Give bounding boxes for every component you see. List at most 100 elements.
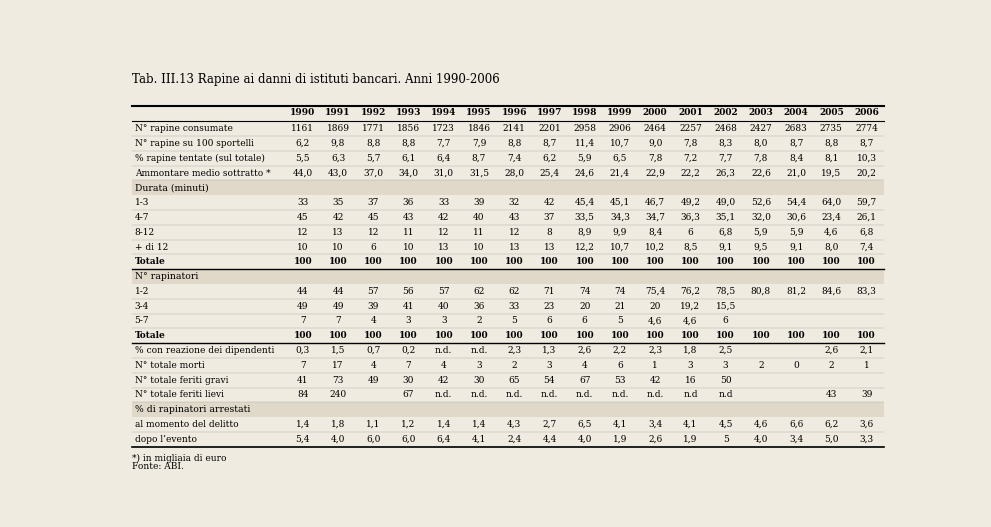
Text: 2,7: 2,7 (542, 420, 557, 429)
Text: 10,2: 10,2 (645, 242, 665, 251)
Text: 8,5: 8,5 (683, 242, 698, 251)
Text: n.d.: n.d. (646, 391, 664, 399)
Text: 2: 2 (828, 361, 834, 370)
Text: 43: 43 (508, 213, 520, 222)
Text: 33: 33 (508, 301, 520, 311)
Text: 5,9: 5,9 (753, 228, 768, 237)
Bar (132, 402, 884, 417)
Text: 42: 42 (438, 213, 450, 222)
Text: 37: 37 (544, 213, 555, 222)
Text: 1,4: 1,4 (472, 420, 487, 429)
Text: 1994: 1994 (431, 108, 457, 118)
Text: al momento del delitto: al momento del delitto (135, 420, 238, 429)
Text: % rapine tentate (sul totale): % rapine tentate (sul totale) (135, 154, 265, 163)
Text: 19,5: 19,5 (822, 169, 841, 178)
Text: 11,4: 11,4 (575, 139, 595, 148)
Text: % di rapinatori arrestati: % di rapinatori arrestati (135, 405, 250, 414)
Text: 37: 37 (368, 198, 379, 207)
Text: 42: 42 (438, 376, 450, 385)
Text: 100: 100 (716, 257, 735, 266)
Text: 31,5: 31,5 (469, 169, 489, 178)
Text: 6,2: 6,2 (295, 139, 310, 148)
Text: 1723: 1723 (432, 124, 455, 133)
Text: 21,0: 21,0 (786, 169, 806, 178)
Text: 7,7: 7,7 (718, 154, 732, 163)
Text: 100: 100 (540, 257, 559, 266)
Text: 4,5: 4,5 (718, 420, 733, 429)
Text: 42: 42 (649, 376, 661, 385)
Text: 22,9: 22,9 (645, 169, 665, 178)
Text: 1,4: 1,4 (295, 420, 310, 429)
Text: 28,0: 28,0 (504, 169, 524, 178)
Text: 12,2: 12,2 (575, 242, 595, 251)
Text: 1997: 1997 (537, 108, 562, 118)
Text: 6: 6 (371, 242, 377, 251)
Text: 9,8: 9,8 (331, 139, 345, 148)
Text: 20: 20 (649, 301, 661, 311)
Text: dopo l’evento: dopo l’evento (135, 435, 196, 444)
Text: 2003: 2003 (748, 108, 773, 118)
Text: n.d.: n.d. (611, 391, 628, 399)
Text: 40: 40 (474, 213, 485, 222)
Text: 2,6: 2,6 (578, 346, 592, 355)
Text: Totale: Totale (135, 257, 165, 266)
Text: 2001: 2001 (678, 108, 703, 118)
Text: 11: 11 (402, 228, 414, 237)
Text: 6,8: 6,8 (859, 228, 874, 237)
Text: N° totale feriti lievi: N° totale feriti lievi (135, 391, 224, 399)
Text: 37,0: 37,0 (364, 169, 384, 178)
Text: 1998: 1998 (572, 108, 598, 118)
Text: N° totale morti: N° totale morti (135, 361, 204, 370)
Text: 43: 43 (402, 213, 414, 222)
Text: 33: 33 (297, 198, 308, 207)
Text: 40: 40 (438, 301, 450, 311)
Text: 10: 10 (297, 242, 308, 251)
Text: 2,6: 2,6 (825, 346, 838, 355)
Text: 3: 3 (441, 317, 447, 326)
Text: + di 12: + di 12 (135, 242, 167, 251)
Text: 1,8: 1,8 (331, 420, 345, 429)
Text: 2,3: 2,3 (507, 346, 521, 355)
Text: 42: 42 (544, 198, 555, 207)
Text: 45,4: 45,4 (575, 198, 595, 207)
Text: 4,0: 4,0 (331, 435, 345, 444)
Text: 4,0: 4,0 (754, 435, 768, 444)
Text: 81,2: 81,2 (786, 287, 806, 296)
Text: 17: 17 (332, 361, 344, 370)
Text: 2958: 2958 (573, 124, 597, 133)
Text: 34,0: 34,0 (398, 169, 418, 178)
Text: 8: 8 (547, 228, 552, 237)
Text: 32: 32 (508, 198, 520, 207)
Text: 3: 3 (547, 361, 552, 370)
Text: 4: 4 (371, 361, 377, 370)
Text: 84: 84 (297, 391, 308, 399)
Text: 3-4: 3-4 (135, 301, 149, 311)
Text: 7,4: 7,4 (859, 242, 874, 251)
Text: n.d: n.d (718, 391, 733, 399)
Text: 100: 100 (399, 257, 418, 266)
Text: 100: 100 (610, 331, 629, 340)
Text: 13: 13 (544, 242, 555, 251)
Text: 49: 49 (332, 301, 344, 311)
Text: 7: 7 (300, 317, 305, 326)
Text: 8,1: 8,1 (825, 154, 838, 163)
Text: 57: 57 (368, 287, 380, 296)
Text: 54,4: 54,4 (786, 198, 807, 207)
Text: 36,3: 36,3 (681, 213, 701, 222)
Bar (132, 269, 884, 284)
Text: 100: 100 (576, 257, 594, 266)
Text: 6,0: 6,0 (401, 435, 415, 444)
Text: 10,7: 10,7 (609, 242, 630, 251)
Text: 45: 45 (297, 213, 308, 222)
Text: 6,6: 6,6 (789, 420, 804, 429)
Text: 43,0: 43,0 (328, 169, 348, 178)
Text: 4-7: 4-7 (135, 213, 149, 222)
Text: 49: 49 (297, 301, 308, 311)
Text: 8,8: 8,8 (366, 139, 381, 148)
Text: 5,9: 5,9 (789, 228, 804, 237)
Text: 8,0: 8,0 (754, 139, 768, 148)
Text: 42: 42 (332, 213, 344, 222)
Text: 1,9: 1,9 (683, 435, 698, 444)
Text: 8,4: 8,4 (789, 154, 804, 163)
Text: 2: 2 (511, 361, 517, 370)
